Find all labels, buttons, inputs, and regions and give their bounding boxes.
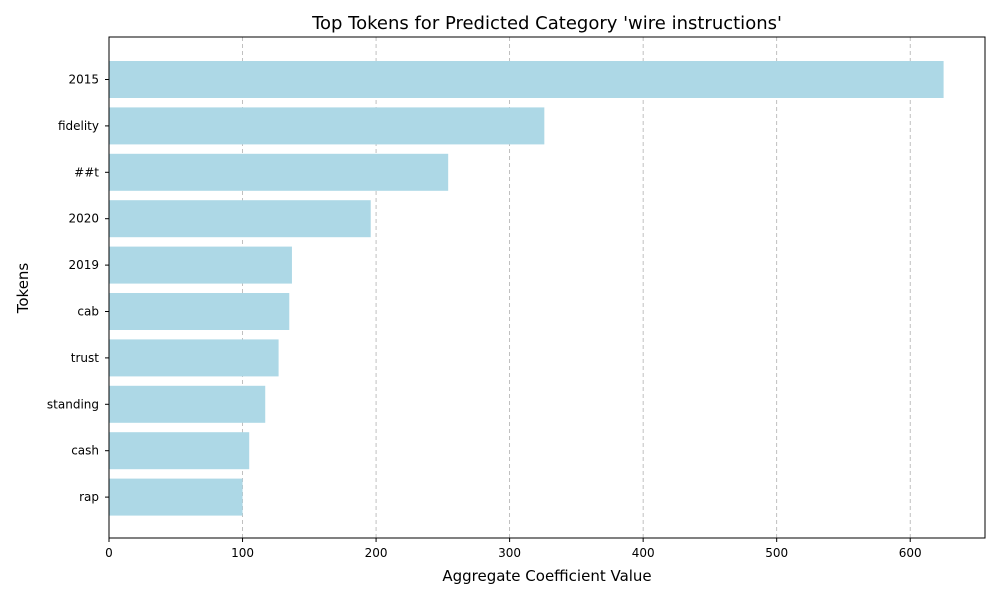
x-tick-label: 0 (105, 546, 113, 560)
y-axis-label: Tokens (14, 263, 32, 315)
bar-0 (109, 61, 944, 98)
bar-6 (109, 339, 279, 377)
x-tick-label: 400 (632, 546, 655, 560)
x-tick-label: 300 (498, 546, 521, 560)
chart-title: Top Tokens for Predicted Category 'wire … (311, 13, 782, 34)
y-tick-label: rap (79, 490, 99, 504)
y-axis-ticks: 2015 fidelity ##t 2020 2019 cab trust standing c… (47, 73, 109, 504)
y-tick-label: trust (71, 351, 99, 365)
bar-4 (109, 246, 292, 284)
bar-2 (109, 153, 449, 191)
bar-3 (109, 200, 371, 238)
y-tick-label: cab (77, 305, 99, 319)
x-tick-label: 500 (765, 546, 788, 560)
plot-frame (108, 36, 986, 539)
x-tick-label: 200 (365, 546, 388, 560)
bar-5 (109, 293, 290, 330)
bar-7 (109, 385, 266, 423)
x-axis-label: Aggregate Coefficient Value (442, 567, 651, 585)
y-tick-label: cash (71, 444, 99, 458)
x-tick-label: 100 (231, 546, 254, 560)
y-tick-label: fidelity (58, 119, 99, 133)
x-axis-ticks: 0 100 200 300 400 500 600 (105, 538, 922, 560)
bars (109, 61, 944, 516)
y-tick-label: standing (47, 397, 99, 411)
bar-9 (109, 478, 243, 516)
y-tick-label: 2020 (68, 212, 99, 226)
x-tick-label: 600 (899, 546, 922, 560)
y-tick-label: 2019 (68, 258, 99, 272)
y-tick-label: 2015 (68, 73, 99, 87)
bar-1 (109, 107, 545, 145)
y-tick-label: ##t (74, 165, 99, 179)
bar-8 (109, 432, 250, 470)
